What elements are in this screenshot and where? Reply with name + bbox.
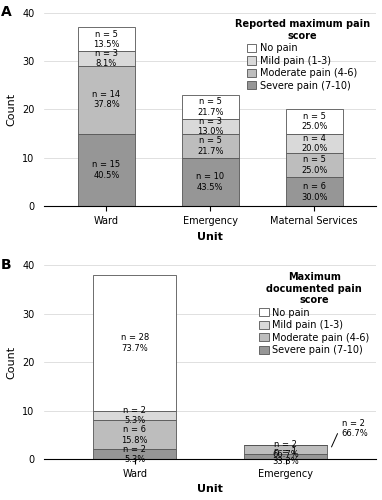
Text: n = 3
13.0%: n = 3 13.0% <box>197 116 223 136</box>
Y-axis label: Count: Count <box>6 93 16 126</box>
Text: n = 5
25.0%: n = 5 25.0% <box>301 112 327 132</box>
Text: n = 14
37.8%: n = 14 37.8% <box>92 90 120 110</box>
Text: n = 2
5.3%: n = 2 5.3% <box>123 406 146 425</box>
Bar <box>244 454 327 459</box>
Bar <box>182 95 239 119</box>
Text: A: A <box>1 5 11 19</box>
Bar <box>78 52 135 66</box>
Text: n = 10
43.5%: n = 10 43.5% <box>196 172 224 192</box>
Text: n = 6
30.0%: n = 6 30.0% <box>301 182 327 202</box>
Text: n = 2
66.7%: n = 2 66.7% <box>272 440 299 459</box>
Bar <box>182 119 239 134</box>
Bar <box>182 158 239 206</box>
Bar <box>286 153 343 178</box>
Text: n = 15
40.5%: n = 15 40.5% <box>92 160 120 180</box>
Text: n = 5
21.7%: n = 5 21.7% <box>197 98 223 116</box>
Legend: No pain, Mild pain (1-3), Moderate pain (4-6), Severe pain (7-10): No pain, Mild pain (1-3), Moderate pain … <box>257 270 372 357</box>
Bar <box>93 450 176 459</box>
Bar <box>78 66 135 134</box>
Text: n = 1
33.3%: n = 1 33.3% <box>272 447 299 466</box>
Bar <box>286 134 343 153</box>
Bar <box>93 420 176 450</box>
X-axis label: Unit: Unit <box>197 232 223 241</box>
Text: n = 28
73.7%: n = 28 73.7% <box>121 333 149 352</box>
Text: n = 5
13.5%: n = 5 13.5% <box>93 30 120 49</box>
Text: n = 5
25.0%: n = 5 25.0% <box>301 156 327 175</box>
Text: n = 2
66.7%: n = 2 66.7% <box>342 419 369 438</box>
Bar <box>93 275 176 410</box>
Legend: No pain, Mild pain (1-3), Moderate pain (4-6), Severe pain (7-10): No pain, Mild pain (1-3), Moderate pain … <box>233 18 372 92</box>
Bar <box>286 110 343 134</box>
Bar <box>78 134 135 206</box>
Bar <box>78 27 135 52</box>
Y-axis label: Count: Count <box>6 346 16 379</box>
Text: n = 4
20.0%: n = 4 20.0% <box>301 134 327 153</box>
Bar <box>244 444 327 454</box>
Bar <box>286 178 343 206</box>
X-axis label: Unit: Unit <box>197 484 223 494</box>
Bar <box>93 410 176 420</box>
Text: n = 2
5.3%: n = 2 5.3% <box>123 444 146 464</box>
Bar <box>182 134 239 158</box>
Text: n = 6
15.8%: n = 6 15.8% <box>121 425 148 444</box>
Text: n = 3
8.1%: n = 3 8.1% <box>95 49 118 68</box>
Text: n = 5
21.7%: n = 5 21.7% <box>197 136 223 156</box>
Text: B: B <box>1 258 11 272</box>
